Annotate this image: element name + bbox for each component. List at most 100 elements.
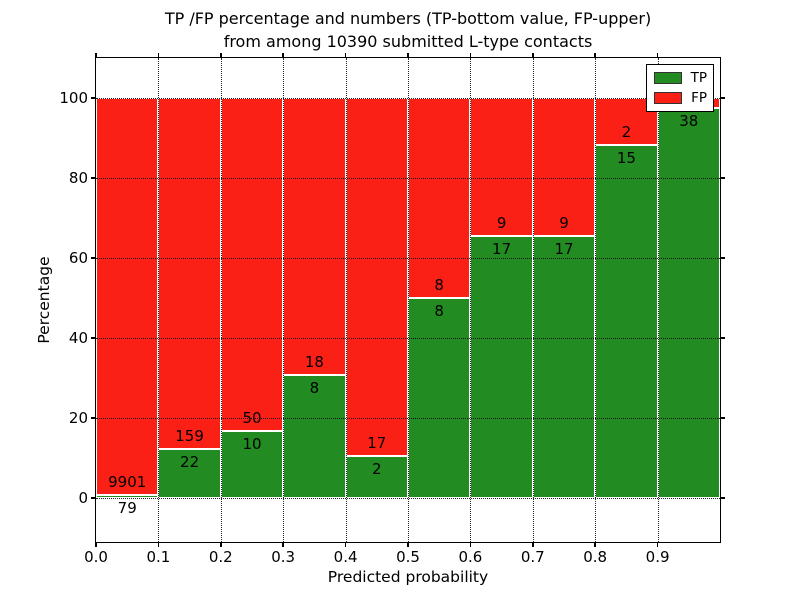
x-gridline — [158, 58, 160, 542]
x-tick-label: 0.7 — [520, 548, 545, 566]
tp-legend-label: TP — [690, 70, 707, 86]
y-tick-right — [720, 417, 725, 419]
fp-bar-segment — [408, 98, 471, 298]
fp-bar-segment — [470, 98, 533, 237]
tp-bar-segment — [220, 431, 284, 498]
x-tick-bottom — [469, 542, 472, 547]
y-tick-label: 0 — [78, 489, 88, 507]
tp-count-label: 8 — [434, 302, 444, 320]
x-gridline — [408, 58, 409, 542]
tp-bar-segment — [657, 108, 720, 498]
fp-bar-segment — [96, 98, 159, 495]
fp-count-label: 159 — [175, 427, 204, 446]
y-tick-right — [720, 497, 725, 499]
x-tick-bottom — [532, 542, 534, 547]
tp-count-label: 22 — [180, 453, 200, 472]
y-tick-left — [91, 97, 96, 99]
x-tick-bottom — [594, 542, 596, 547]
x-gridline — [532, 58, 534, 542]
tp-bar-segment — [595, 145, 658, 498]
x-gridline — [657, 58, 659, 542]
x-tick-bottom — [407, 542, 409, 547]
x-gridline — [470, 58, 472, 542]
x-tick-bottom — [656, 542, 659, 547]
y-axis-label: Percentage — [35, 256, 53, 344]
y-tick-label: 40 — [68, 329, 88, 347]
y-tick-right — [720, 97, 725, 99]
x-tick-top — [532, 53, 534, 58]
x-tick-label: 0.3 — [271, 548, 296, 566]
chart-title-line1: TP /FP percentage and numbers (TP-bottom… — [164, 9, 652, 28]
x-tick-top — [656, 53, 659, 58]
x-tick-top — [95, 53, 97, 58]
tp-count-label: 79 — [117, 498, 137, 517]
x-axis-label: Predicted probability — [327, 568, 489, 586]
fp-count-label: 9901 — [108, 472, 147, 491]
x-gridline — [345, 58, 347, 542]
x-tick-label: 0.5 — [396, 548, 420, 566]
y-tick-left — [91, 417, 96, 419]
x-gridline — [283, 58, 285, 542]
y-tick-label: 20 — [68, 409, 88, 427]
legend: TP FP — [646, 64, 714, 112]
y-tick-right — [720, 337, 725, 339]
fp-legend-label: FP — [691, 90, 707, 106]
chart-title-line2: from among 10390 submitted L-type contac… — [223, 32, 593, 51]
x-tick-label: 0.1 — [146, 548, 171, 566]
x-tick-label: 0.6 — [458, 548, 483, 566]
tp-count-label: 15 — [616, 149, 636, 168]
tp-bar-segment — [283, 374, 346, 498]
fp-count-label: 2 — [621, 123, 632, 142]
x-tick-top — [157, 53, 160, 58]
tp-legend-swatch — [654, 72, 682, 84]
x-tick-top — [344, 53, 347, 58]
fp-count-label: 18 — [304, 352, 324, 371]
x-tick-top — [594, 53, 596, 58]
fp-bar-segment — [532, 98, 596, 237]
x-tick-top — [407, 53, 409, 58]
y-tick-right — [720, 177, 725, 179]
x-tick-top — [469, 53, 472, 58]
fp-bar-segment — [283, 98, 346, 375]
y-tick-label: 80 — [68, 169, 88, 187]
x-tick-label: 0.0 — [84, 548, 108, 566]
fp-count-label: 17 — [367, 433, 387, 452]
x-gridline — [595, 58, 597, 542]
fp-count-label: 50 — [242, 409, 262, 428]
x-gridline — [220, 58, 222, 542]
fp-count-label: 8 — [434, 276, 444, 294]
tp-count-label: 38 — [679, 112, 699, 131]
x-tick-bottom — [95, 542, 97, 547]
plot-area: 9901 79 159 22 50 10 18 8 17 2 8 8 9 17 9 17 2 15 38 TP FP — [95, 57, 721, 543]
y-tick-left — [91, 337, 96, 339]
x-tick-bottom — [344, 542, 347, 547]
x-tick-label: 0.2 — [208, 548, 233, 566]
tp-bar-segment — [96, 494, 159, 498]
tp-count-label: 2 — [372, 459, 382, 478]
fp-count-label: 9 — [496, 214, 507, 233]
fp-legend-swatch — [654, 92, 682, 104]
x-tick-top — [220, 53, 222, 58]
x-tick-label: 0.9 — [645, 548, 670, 566]
legend-row-fp: FP — [654, 90, 707, 106]
chart-title: TP /FP percentage and numbers (TP-bottom… — [96, 7, 720, 53]
y-tick-label: 100 — [59, 89, 88, 107]
x-tick-bottom — [282, 542, 284, 547]
x-tick-bottom — [220, 542, 222, 547]
x-tick-label: 0.8 — [583, 548, 608, 566]
fp-bar-segment — [158, 98, 221, 450]
x-tick-top — [282, 53, 284, 58]
tp-count-label: 17 — [492, 240, 512, 259]
legend-row-tp: TP — [654, 70, 707, 86]
fp-count-label: 9 — [559, 214, 569, 233]
tp-count-label: 10 — [242, 435, 262, 454]
y-tick-right — [720, 257, 725, 259]
fp-bar-segment — [345, 98, 408, 456]
y-tick-left — [91, 497, 96, 499]
y-tick-left — [91, 177, 96, 179]
x-tick-label: 0.4 — [333, 548, 358, 566]
tp-count-label: 17 — [554, 240, 574, 259]
y-tick-label: 60 — [68, 249, 88, 267]
tp-bar-segment — [345, 455, 408, 498]
